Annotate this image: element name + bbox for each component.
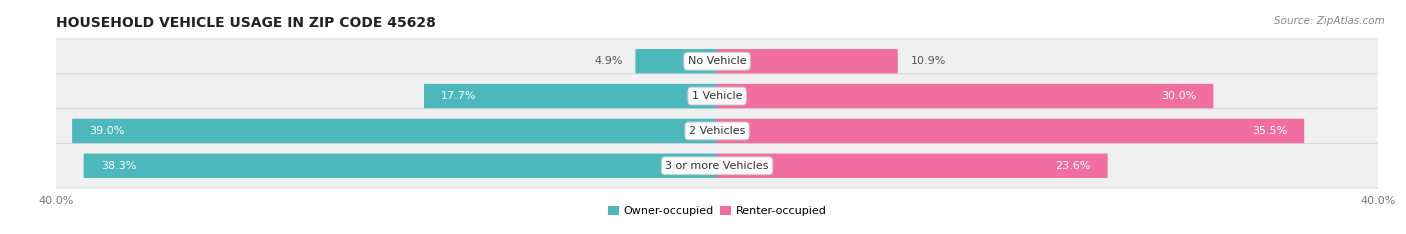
FancyBboxPatch shape [425, 84, 717, 108]
Text: No Vehicle: No Vehicle [688, 56, 747, 66]
FancyBboxPatch shape [636, 49, 717, 73]
FancyBboxPatch shape [84, 154, 717, 178]
FancyBboxPatch shape [45, 109, 1389, 153]
FancyBboxPatch shape [45, 143, 1389, 188]
FancyBboxPatch shape [717, 154, 1108, 178]
Text: 2 Vehicles: 2 Vehicles [689, 126, 745, 136]
Text: 10.9%: 10.9% [910, 56, 946, 66]
Text: Source: ZipAtlas.com: Source: ZipAtlas.com [1274, 16, 1385, 26]
Text: 1 Vehicle: 1 Vehicle [692, 91, 742, 101]
Text: 23.6%: 23.6% [1054, 161, 1091, 171]
Text: 17.7%: 17.7% [441, 91, 477, 101]
FancyBboxPatch shape [717, 84, 1213, 108]
Text: 4.9%: 4.9% [595, 56, 623, 66]
Text: 39.0%: 39.0% [89, 126, 125, 136]
Text: 30.0%: 30.0% [1161, 91, 1197, 101]
Text: 3 or more Vehicles: 3 or more Vehicles [665, 161, 769, 171]
FancyBboxPatch shape [45, 74, 1389, 118]
FancyBboxPatch shape [717, 119, 1305, 143]
Text: 38.3%: 38.3% [101, 161, 136, 171]
FancyBboxPatch shape [45, 39, 1389, 84]
FancyBboxPatch shape [72, 119, 717, 143]
Text: HOUSEHOLD VEHICLE USAGE IN ZIP CODE 45628: HOUSEHOLD VEHICLE USAGE IN ZIP CODE 4562… [56, 16, 436, 30]
FancyBboxPatch shape [717, 49, 898, 73]
Legend: Owner-occupied, Renter-occupied: Owner-occupied, Renter-occupied [603, 201, 831, 221]
Text: 35.5%: 35.5% [1251, 126, 1286, 136]
